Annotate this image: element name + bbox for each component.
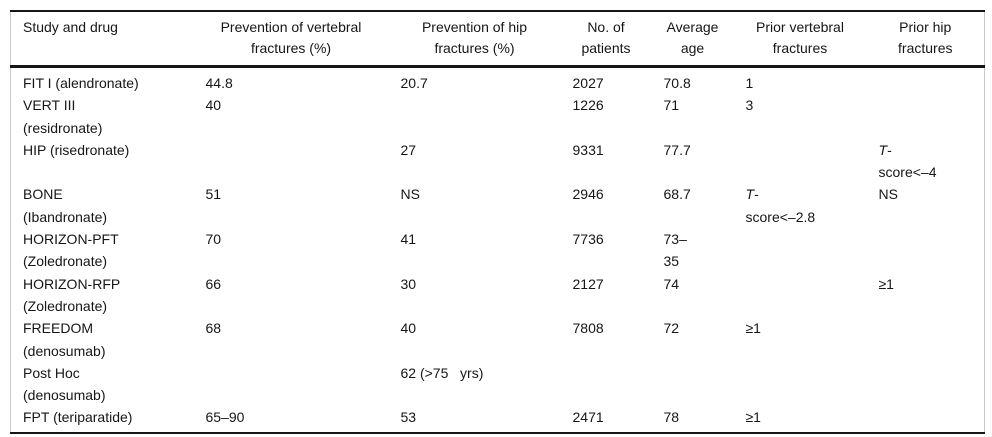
- cell-prior-vertebral: ≥1: [745, 409, 761, 426]
- cell-patients: 2027: [572, 75, 604, 91]
- cell-prev-vertebral: 51: [205, 186, 222, 203]
- cell-prev-hip: [389, 94, 561, 139]
- cell-prev-hip: 40: [400, 320, 417, 337]
- cell-prior-hip: [867, 94, 985, 139]
- studies-table-container: Study and drug Prevention of vertebral fr…: [10, 10, 985, 434]
- table-row: HORIZON-PFT (Zoledronate) 70 41 7736 73– 35: [11, 228, 985, 273]
- cell-avg-age: [652, 362, 734, 407]
- table-row: VERT III (residronate) 40 1226 71 3: [11, 94, 985, 139]
- cell-avg-age: 71: [663, 97, 680, 114]
- cell-study: VERT III (residronate): [23, 97, 103, 136]
- cell-patients: 2127: [572, 275, 604, 292]
- cell-study: FREEDOM (denosumab): [23, 320, 106, 359]
- cell-prior-hip: T- score<–4: [878, 141, 937, 181]
- table-row: BONE (Ibandronate) 51 NS 2946 68.7 T- score<–…: [11, 183, 985, 228]
- column-header-prev-hip: Prevention of hip fractures (%): [388, 11, 561, 68]
- cell-prior-vertebral: [734, 362, 867, 407]
- cell-study: BONE (Ibandronate): [23, 186, 108, 225]
- cell-prev-vertebral: 70: [205, 231, 222, 248]
- cell-prior-hip: [867, 67, 985, 95]
- column-header-prior-hip: Prior hip fractures: [866, 11, 985, 68]
- cell-prev-vertebral: [194, 362, 389, 407]
- column-header-patients: No. of patients: [560, 11, 652, 68]
- column-header-avg-age: Average age: [651, 11, 734, 68]
- table-row: HORIZON-RFP (Zoledronate) 66 30 2127 74 ≥1: [11, 273, 985, 318]
- cell-avg-age: 68.7: [663, 186, 691, 203]
- cell-prev-hip: NS: [400, 186, 420, 203]
- cell-prior-vertebral: 3: [745, 97, 754, 114]
- cell-prev-hip: 20.7: [400, 75, 428, 91]
- cell-prev-vertebral: 66: [205, 275, 222, 292]
- cell-prior-vertebral: 1: [745, 75, 754, 91]
- table-row: FREEDOM (denosumab) 68 40 7808 72 ≥1: [11, 317, 985, 362]
- table-row: Post Hoc (denosumab) 62 (>75 yrs): [11, 362, 985, 407]
- cell-prior-vertebral: T- score<–2.8: [745, 186, 816, 225]
- cell-prev-vertebral: 68: [205, 320, 222, 337]
- cell-prev-hip: 62 (>75 yrs): [400, 364, 484, 381]
- cell-patients: 2946: [572, 186, 604, 203]
- cell-avg-age: 70.8: [663, 75, 691, 91]
- cell-patients: 7808: [572, 320, 604, 337]
- cell-prev-hip: 30: [400, 275, 417, 292]
- cell-prev-vertebral: 65–90: [205, 409, 245, 426]
- table-header: Study and drug Prevention of vertebral fr…: [10, 11, 985, 68]
- cell-prior-vertebral: [734, 273, 867, 318]
- italic-t-score-label: T: [878, 141, 888, 158]
- cell-prior-hip: [867, 406, 985, 432]
- cell-prior-vertebral: [734, 228, 867, 273]
- cell-study: HORIZON-PFT (Zoledronate): [23, 231, 119, 270]
- table-body: FIT I (alendronate) 44.8 20.7 2027 70.8 1 VERT…: [11, 67, 985, 433]
- column-header-study: Study and drug: [10, 11, 194, 68]
- cell-study: HORIZON-RFP (Zoledronate): [23, 275, 121, 314]
- cell-study: HIP (risedronate): [23, 141, 130, 158]
- italic-t-score-label: T: [745, 186, 755, 203]
- cell-patients: 2471: [572, 409, 604, 426]
- cell-patients: 7736: [572, 231, 604, 248]
- column-header-prev-vertebral: Prevention of vertebral fractures (%): [193, 11, 389, 68]
- cell-prior-vertebral: [734, 139, 867, 184]
- cell-prev-hip: 41: [400, 231, 417, 248]
- table-row: FPT (teriparatide) 65–90 53 2471 78 ≥1: [11, 406, 985, 432]
- cell-study: FPT (teriparatide): [23, 409, 133, 426]
- cell-patients: 9331: [572, 141, 604, 158]
- cell-patients: 1226: [572, 97, 604, 114]
- cell-prior-hip: ≥1: [878, 275, 894, 292]
- cell-prior-vertebral: ≥1: [745, 320, 761, 337]
- cell-patients: [561, 362, 652, 407]
- cell-prior-hip: [867, 228, 985, 273]
- header-row: Study and drug Prevention of vertebral fr…: [10, 11, 985, 68]
- cell-avg-age: 74: [663, 275, 680, 292]
- osteoporosis-trials-table: Study and drug Prevention of vertebral fr…: [10, 10, 985, 434]
- cell-avg-age: 77.7: [663, 141, 691, 158]
- cell-prev-vertebral: 40: [205, 97, 222, 114]
- cell-prev-vertebral: 44.8: [205, 75, 233, 91]
- cell-avg-age: 72: [663, 320, 680, 337]
- cell-avg-age: 78: [663, 409, 680, 426]
- cell-study: Post Hoc (denosumab): [23, 364, 106, 404]
- cell-study: FIT I (alendronate): [23, 75, 139, 91]
- cell-prior-hip: [867, 362, 985, 407]
- cell-prev-vertebral: [194, 139, 389, 184]
- column-header-prior-vertebral: Prior vertebral fractures: [733, 11, 867, 68]
- cell-prev-hip: 53: [400, 409, 417, 426]
- cell-prev-hip: 27: [400, 141, 417, 158]
- cell-avg-age: 73– 35: [663, 231, 687, 270]
- cell-prior-hip: NS: [878, 186, 898, 203]
- table-row: FIT I (alendronate) 44.8 20.7 2027 70.8 1: [11, 67, 985, 95]
- cell-prior-hip: [867, 317, 985, 362]
- table-row: HIP (risedronate) 27 9331 77.7 T- score<–4: [11, 139, 985, 184]
